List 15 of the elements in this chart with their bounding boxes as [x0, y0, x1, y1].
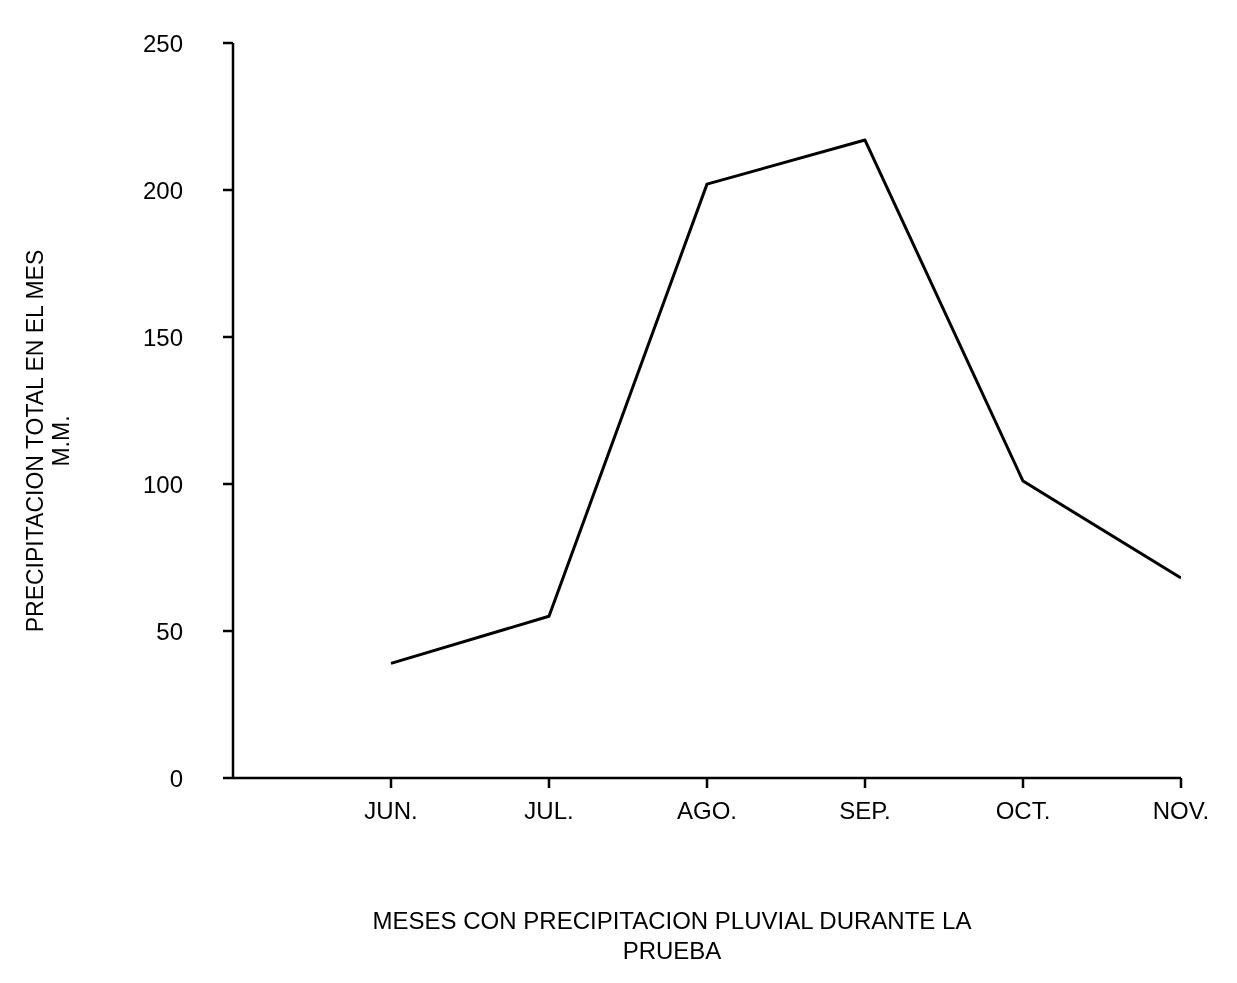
- y-tick-label: 250: [142, 29, 183, 57]
- x-tick-label: OCT.: [995, 797, 1051, 825]
- y-tick-label: 200: [142, 176, 183, 204]
- y-axis-title: PRECIPITACION TOTAL EN EL MES M.M.: [22, 249, 75, 632]
- x-tick-label: JUN.: [364, 797, 418, 825]
- y-tick-label: 0: [169, 764, 183, 792]
- y-tick-label: 150: [142, 323, 183, 351]
- x-axis-title: MESES CON PRECIPITACION PLUVIAL DURANTE LA PRUEBA: [371, 906, 973, 966]
- line-series: [389, 138, 1181, 665]
- y-tick-label: 50: [156, 617, 183, 645]
- x-tick-label: SEP.: [839, 797, 891, 825]
- x-tick-label: NOV.: [1152, 797, 1210, 825]
- y-tick-label: 100: [142, 470, 183, 498]
- x-tick-label: AGO.: [676, 797, 738, 825]
- x-tick-label: JUL.: [524, 797, 574, 825]
